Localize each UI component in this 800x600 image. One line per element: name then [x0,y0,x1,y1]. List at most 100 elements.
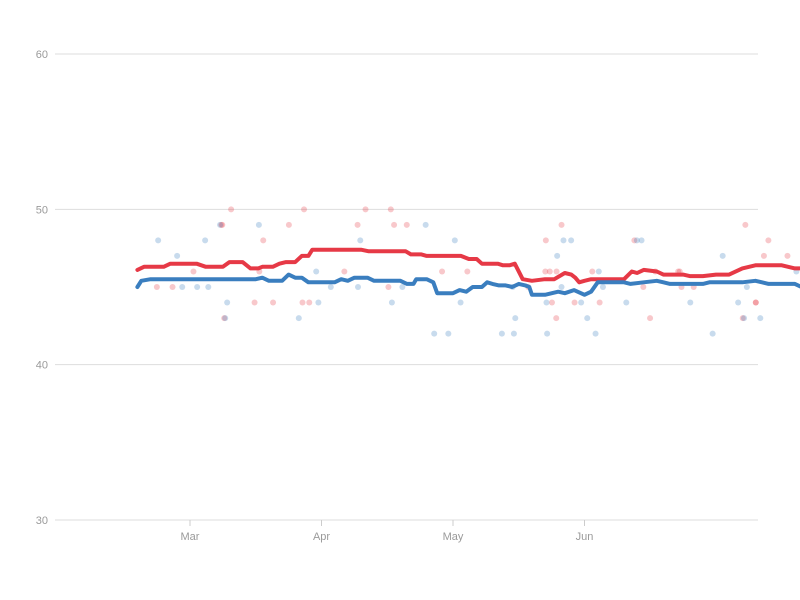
trend-line-red [135,247,800,285]
poll-point [217,221,224,228]
poll-point [553,268,560,275]
poll-point [205,284,212,290]
poll-point [464,268,471,275]
poll-point [295,315,302,322]
poll-point [760,252,767,259]
poll-point [596,299,603,306]
poll-point [592,330,599,337]
x-tick-label: Mar [181,531,200,543]
poll-point [169,284,176,290]
poll-point [202,237,209,244]
poll-point [742,221,749,228]
x-tick-label: Apr [313,531,330,543]
poll-point [422,221,429,228]
trend-lines [135,247,800,297]
poll-point [260,237,267,244]
poll-point [362,206,369,213]
poll-point [399,284,406,290]
poll-point [357,237,364,244]
poll-point [544,330,551,337]
x-tick-label: May [443,531,464,543]
poll-point [554,252,561,259]
poll-point [752,299,759,306]
poll-point [548,299,555,306]
poll-point [584,315,591,322]
poll-point [313,268,320,275]
poll-point [553,315,560,322]
poll-point [327,284,334,290]
poll-point [222,315,229,322]
poll-point [784,252,791,259]
poll-point [512,315,519,322]
gridlines [55,53,758,521]
poll-point [546,268,553,275]
poll-point [457,299,464,306]
poll-point [391,221,398,228]
poll-point [560,237,567,244]
poll-point [155,237,162,244]
poll-point [765,237,772,244]
y-tick-label: 60 [36,49,48,61]
poll-point [315,299,322,306]
poll-point [355,284,362,290]
poll-point [571,299,578,306]
poll-point [179,284,186,290]
poll-point [221,315,228,322]
poll-point [589,268,596,275]
poll-point [595,268,602,275]
poll-point [498,330,505,337]
poll-point [251,299,258,306]
poll-point [451,237,458,244]
poll-point [558,221,565,228]
x-axis: Mar Apr May Jun [181,520,594,543]
trend-line-blue [135,272,800,297]
poll-point [299,299,306,306]
poll-point [599,284,606,290]
poll-point [385,284,392,290]
poll-point [194,284,201,290]
poll-point [623,299,630,306]
poll-point [578,299,585,306]
poll-point [387,206,394,213]
poll-point [510,330,517,337]
poll-point [709,330,716,337]
poll-point [341,268,348,275]
poll-points [153,206,800,337]
poll-point [647,315,654,322]
poll-point [752,299,759,306]
poll-point [255,221,262,228]
y-axis-labels: 30 40 50 60 [36,49,48,527]
poll-point [741,315,748,322]
poll-point [757,315,764,322]
poll-point [568,237,575,244]
poll-point [445,330,452,337]
poll-point [306,299,313,306]
poll-point [543,299,550,306]
poll-point [638,237,645,244]
poll-point [219,221,226,228]
poll-point [735,299,742,306]
poll-point [388,299,395,306]
poll-point [633,237,640,244]
poll-point [558,284,565,290]
poll-point [687,299,694,306]
poll-point [190,268,197,275]
poll-point [354,221,361,228]
x-tick-label: Jun [576,531,594,543]
poll-point [218,221,225,228]
poll-point [640,284,647,290]
poll-point [431,330,438,337]
poll-point [631,237,638,244]
poll-point [153,284,160,290]
poll-point [224,299,231,306]
poll-point [270,299,277,306]
y-tick-label: 50 [36,204,48,216]
poll-point [174,252,181,259]
poll-point [719,252,726,259]
poll-point [228,206,235,213]
poll-point [285,221,292,228]
poll-point [542,268,549,275]
poll-point [542,237,549,244]
poll-point [403,221,410,228]
